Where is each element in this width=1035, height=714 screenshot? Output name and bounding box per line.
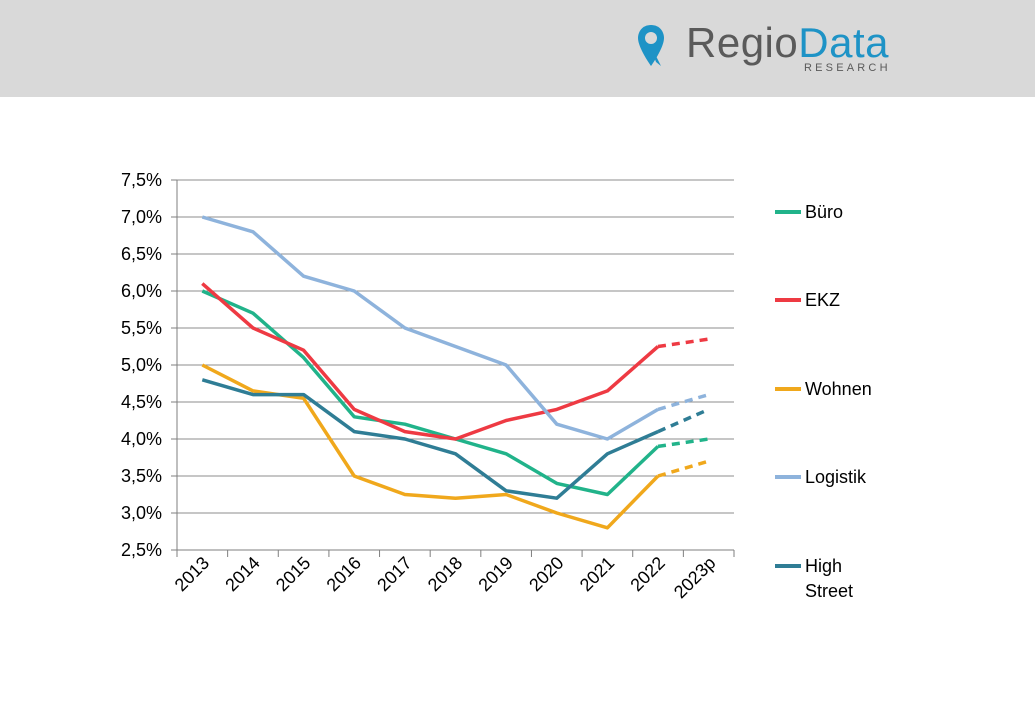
series-line-logistik [201,215,659,441]
x-tick-label: 2023p [670,553,720,603]
series-forecast-ekz [657,337,709,349]
logo-tagline: RESEARCH [804,62,891,74]
legend-swatch-wohnen [775,387,801,391]
logo-name-part1: Regio [686,19,799,66]
y-tick-label: 5,0% [121,355,162,375]
legend-label-wohnen: Wohnen [805,379,872,399]
y-tick-label: 6,0% [121,281,162,301]
axes [171,179,735,557]
legend-label-high-street-line1: High [805,556,843,576]
x-tick-label: 2020 [525,553,567,595]
x-tick-label: 2013 [171,553,213,595]
y-tick-label: 2,5% [121,540,162,560]
location-pin-icon [638,25,664,66]
y-tick-label: 3,0% [121,503,162,523]
x-tick-label: 2017 [373,553,415,595]
logo-wordmark: RegioData [686,20,889,66]
regiodata-logo: RegioData RESEARCH [630,18,910,80]
y-tick-label: 6,5% [121,244,162,264]
x-tick-labels: 2013 2014 2015 2016 2017 2018 2019 2020 2021 2022… [171,553,720,603]
series-forecast-logistik [657,392,710,412]
y-tick-label: 7,0% [121,207,162,227]
legend-swatch-ekz [775,298,801,302]
x-tick-label: 2019 [475,553,517,595]
x-tick-label: 2022 [626,553,668,595]
series-line-high-street [201,378,659,500]
series-forecast-wohnen [657,459,710,478]
legend-swatch-high-street [775,564,801,568]
legend-label-buero: Büro [805,202,844,222]
series-forecast-buero [657,437,709,449]
legend-label-ekz: EKZ [805,290,841,310]
legend-label-high-street-line2: Street [805,581,854,601]
x-tick-label: 2021 [576,553,618,595]
logo-name-part2: Data [798,19,889,66]
yield-line-chart: 2,5% 3,0% 3,5% 4,0% 4,5% 5,0% 5,5% 6,0% 6,5% 7,0%… [121,170,735,603]
series-line-buero [201,289,660,497]
y-tick-label: 4,0% [121,429,162,449]
y-tick-label: 5,5% [121,318,162,338]
x-tick-label: 2014 [221,553,263,595]
x-tick-label: 2018 [424,553,466,595]
y-tick-label: 7,5% [121,170,162,190]
series-line-ekz [201,282,660,441]
y-tick-label: 3,5% [121,466,162,486]
series-forecast-high-street [657,407,710,434]
legend-label-logistik: Logistik [805,467,867,487]
series-lines [201,215,710,530]
x-tick-label: 2015 [272,553,314,595]
y-tick-labels: 2,5% 3,0% 3,5% 4,0% 4,5% 5,0% 5,5% 6,0% 6,5% 7,0%… [121,170,162,560]
x-tick-label: 2016 [323,553,365,595]
header-banner: RegioData RESEARCH [0,0,1035,97]
y-tick-label: 4,5% [121,392,162,412]
legend-swatch-buero [775,210,801,214]
legend-swatch-logistik [775,475,801,479]
